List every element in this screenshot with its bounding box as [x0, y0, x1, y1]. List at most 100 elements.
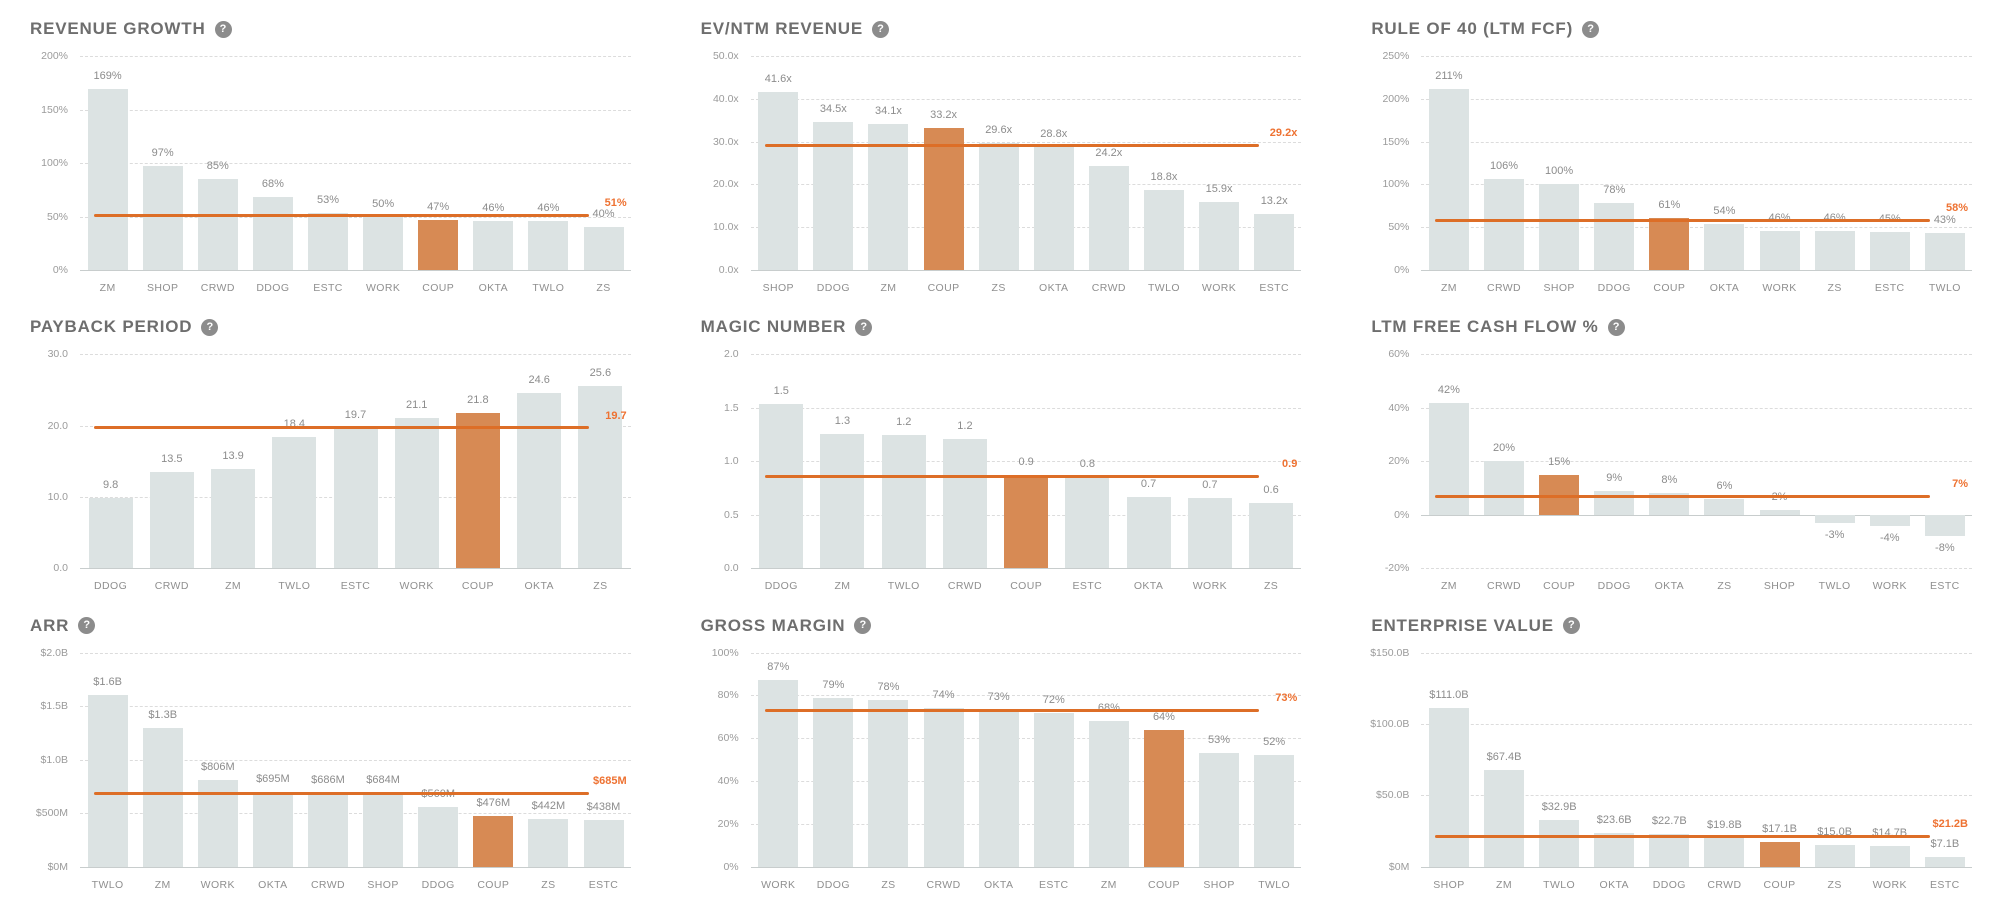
- bar-zs[interactable]: [1704, 498, 1745, 515]
- bar-shop[interactable]: [758, 92, 799, 270]
- bar-zm[interactable]: [142, 727, 183, 867]
- bar-crwd[interactable]: [923, 708, 964, 867]
- help-icon[interactable]: ?: [1607, 318, 1625, 336]
- bar-shop[interactable]: [363, 793, 404, 867]
- bar-estc[interactable]: [308, 213, 348, 270]
- help-icon[interactable]: ?: [1582, 20, 1600, 38]
- bar-twlo[interactable]: [1254, 755, 1295, 867]
- bar-okta[interactable]: [1704, 223, 1745, 270]
- bar-ddog[interactable]: [813, 697, 854, 867]
- help-icon[interactable]: ?: [872, 20, 889, 38]
- bar-okta[interactable]: [1649, 493, 1690, 515]
- bar-work[interactable]: [394, 417, 439, 569]
- bar-zm[interactable]: [1428, 402, 1469, 515]
- bar-zs[interactable]: [1249, 503, 1294, 569]
- bar-value-label: 42%: [1437, 383, 1460, 396]
- bar-ddog[interactable]: [252, 197, 293, 270]
- bar-work[interactable]: [1869, 514, 1910, 526]
- bar-zs[interactable]: [978, 143, 1019, 270]
- bar-zm[interactable]: [87, 89, 128, 270]
- help-icon[interactable]: ?: [201, 318, 219, 336]
- bar-crwd[interactable]: [1484, 179, 1525, 270]
- bar-zm[interactable]: [1088, 721, 1129, 867]
- bar-estc[interactable]: [1254, 213, 1295, 270]
- bar-twlo[interactable]: [1924, 233, 1965, 270]
- bar-zm[interactable]: [211, 469, 256, 569]
- bar-shop[interactable]: [1539, 184, 1580, 270]
- bar-okta[interactable]: [1033, 146, 1074, 270]
- bar-estc[interactable]: [1924, 856, 1965, 867]
- bar-okta[interactable]: [252, 792, 293, 867]
- bar-shop[interactable]: [1428, 708, 1469, 867]
- bar-work[interactable]: [363, 216, 404, 270]
- bar-ddog[interactable]: [1649, 834, 1690, 867]
- bar-okta[interactable]: [1126, 496, 1171, 569]
- bar-estc[interactable]: [1869, 231, 1910, 270]
- help-icon[interactable]: ?: [1562, 617, 1580, 635]
- bar-ddog[interactable]: [759, 403, 804, 569]
- bar-twlo[interactable]: [881, 434, 926, 569]
- bar-estc[interactable]: [333, 427, 378, 569]
- bar-coup[interactable]: [1759, 842, 1800, 867]
- median-value-label: 51%: [604, 197, 627, 210]
- bar-ddog[interactable]: [418, 806, 459, 867]
- bar-estc[interactable]: [583, 819, 624, 867]
- bar-twlo[interactable]: [87, 695, 128, 867]
- bar-zs[interactable]: [578, 385, 623, 569]
- bar-crwd[interactable]: [308, 793, 348, 867]
- bar-twlo[interactable]: [1143, 189, 1184, 270]
- bar-estc[interactable]: [1924, 514, 1965, 537]
- bar-coup[interactable]: [1649, 217, 1690, 270]
- bar-zs[interactable]: [1814, 230, 1855, 270]
- help-icon[interactable]: ?: [78, 617, 96, 635]
- bar-shop[interactable]: [142, 166, 183, 270]
- bar-estc[interactable]: [1033, 712, 1074, 867]
- bar-twlo[interactable]: [1814, 514, 1855, 523]
- help-icon[interactable]: ?: [855, 318, 873, 336]
- bar-crwd[interactable]: [1088, 166, 1129, 270]
- x-axis-category-label: WORK: [1872, 580, 1907, 593]
- bar-twlo[interactable]: [1539, 819, 1580, 867]
- bar-okta[interactable]: [517, 392, 562, 569]
- bar-okta[interactable]: [978, 710, 1019, 867]
- gridline: [1421, 184, 1972, 186]
- bar-work[interactable]: [1759, 230, 1800, 270]
- bar-crwd[interactable]: [149, 472, 194, 569]
- bar-work[interactable]: [1199, 201, 1240, 270]
- bar-zm[interactable]: [1428, 89, 1469, 270]
- bar-work[interactable]: [1187, 497, 1232, 569]
- bar-crwd[interactable]: [1484, 461, 1525, 515]
- bar-coup[interactable]: [473, 815, 514, 867]
- bar-shop[interactable]: [1199, 753, 1240, 867]
- bar-crwd[interactable]: [197, 179, 238, 270]
- bar-estc[interactable]: [1065, 477, 1110, 569]
- bar-shop[interactable]: [1759, 509, 1800, 515]
- bar-okta[interactable]: [473, 220, 514, 270]
- bar-okta[interactable]: [1594, 832, 1635, 867]
- bar-ddog[interactable]: [88, 498, 133, 569]
- bar-zm[interactable]: [1484, 770, 1525, 867]
- bar-twlo[interactable]: [272, 437, 317, 569]
- bar-zs[interactable]: [528, 819, 569, 867]
- help-icon[interactable]: ?: [854, 617, 872, 635]
- bar-zs[interactable]: [583, 227, 624, 270]
- bar-coup[interactable]: [418, 219, 459, 270]
- gridline: [1421, 514, 1972, 516]
- bar-crwd[interactable]: [1704, 838, 1745, 867]
- bar-zs[interactable]: [868, 699, 909, 867]
- gridline: [750, 141, 1302, 143]
- bar-ddog[interactable]: [813, 122, 854, 270]
- bar-zm[interactable]: [868, 124, 909, 270]
- bar-work[interactable]: [1869, 845, 1910, 867]
- bar-coup[interactable]: [923, 127, 964, 270]
- help-icon[interactable]: ?: [214, 20, 232, 38]
- bar-coup[interactable]: [455, 412, 500, 569]
- bar-zm[interactable]: [820, 433, 865, 569]
- bar-zs[interactable]: [1814, 845, 1855, 867]
- bar-crwd[interactable]: [942, 438, 987, 569]
- bar-twlo[interactable]: [528, 220, 569, 270]
- x-axis-category-label: WORK: [1192, 580, 1227, 593]
- bar-coup[interactable]: [1004, 475, 1049, 569]
- bar-coup[interactable]: [1143, 729, 1184, 867]
- bar-ddog[interactable]: [1594, 203, 1635, 270]
